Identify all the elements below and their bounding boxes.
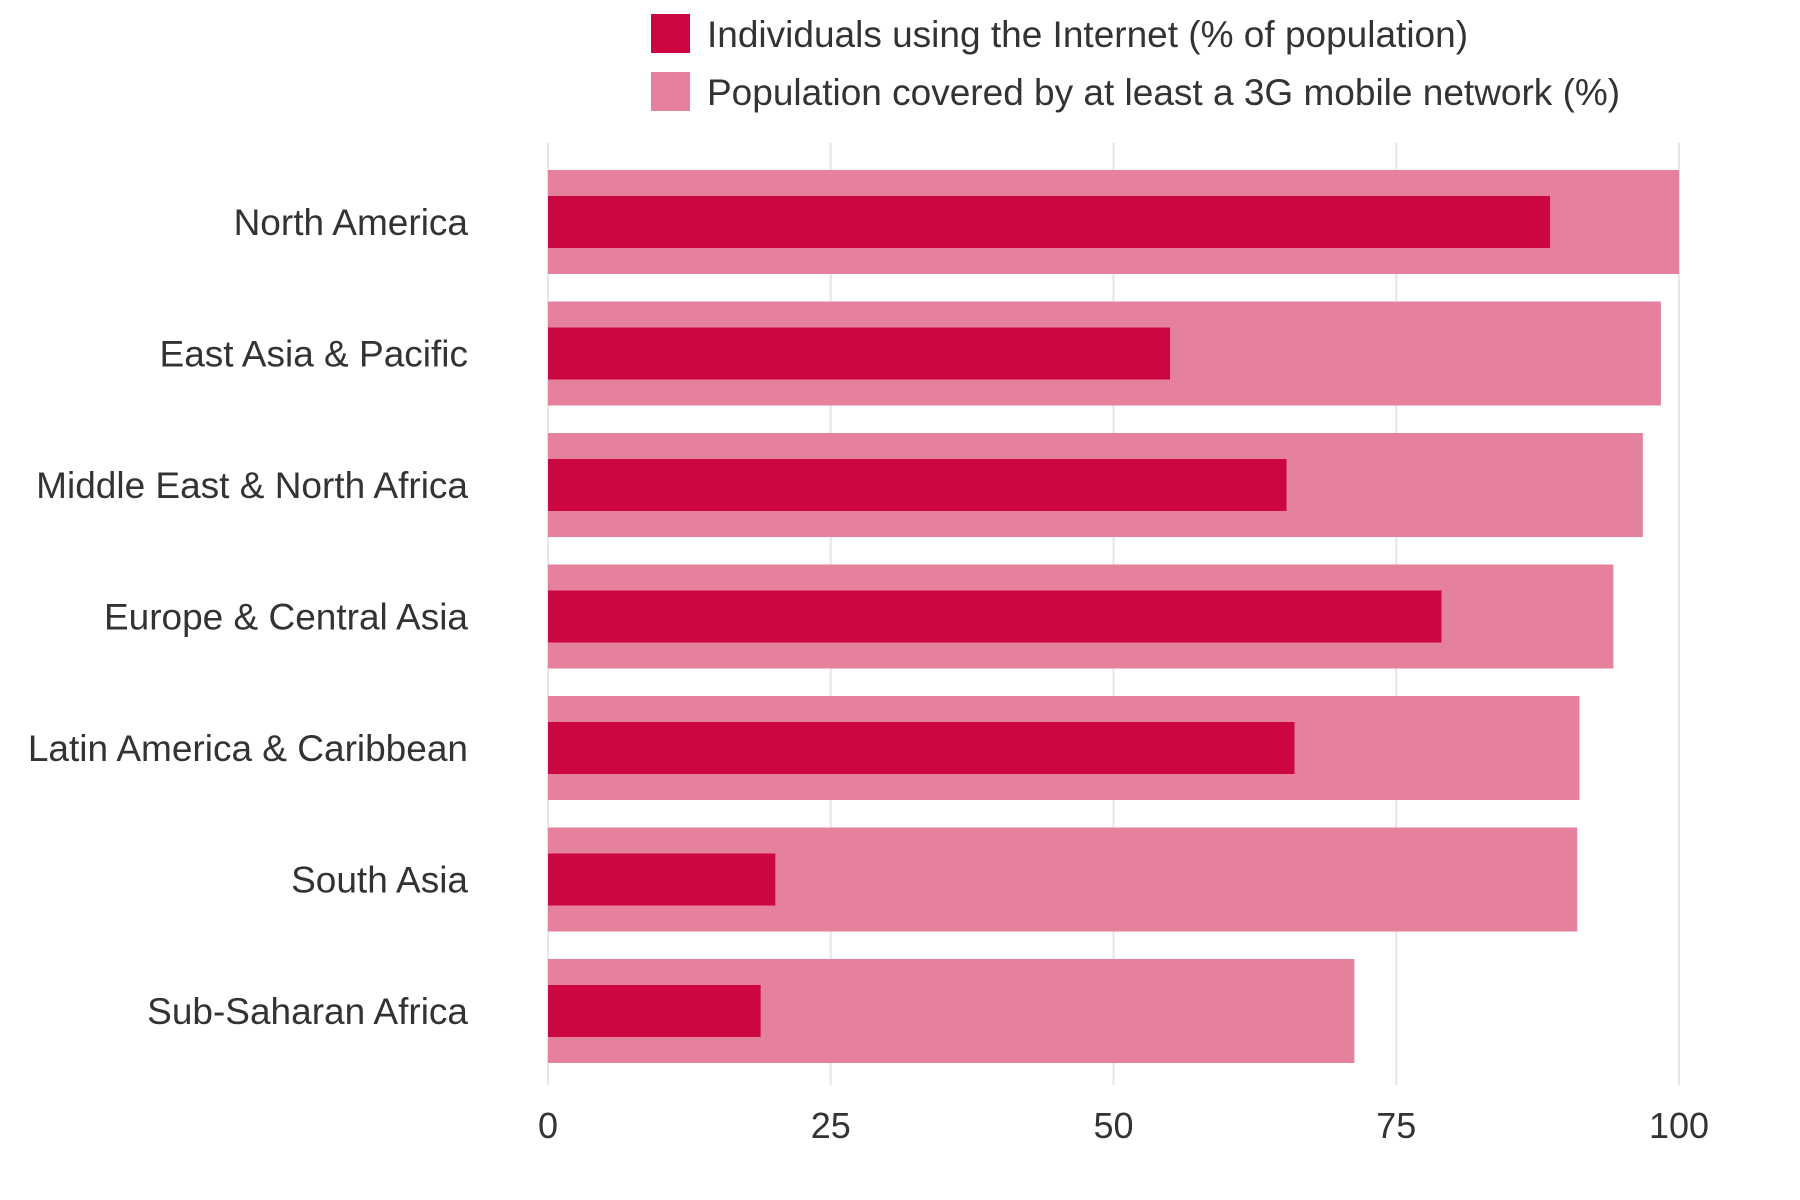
legend-swatch xyxy=(651,72,690,111)
bar-internet-users xyxy=(548,459,1287,511)
category-label: East Asia & Pacific xyxy=(160,334,468,375)
x-tick-label: 25 xyxy=(811,1105,851,1146)
bar-internet-users xyxy=(548,722,1295,774)
value-axis: 0 25 50 75 100 xyxy=(538,1105,1709,1146)
legend-label: Individuals using the Internet (% of pop… xyxy=(707,14,1468,55)
x-tick-label: 75 xyxy=(1376,1105,1416,1146)
bars xyxy=(548,170,1679,1063)
category-label: Middle East & North Africa xyxy=(36,465,468,506)
category-label: North America xyxy=(234,202,469,243)
category-axis: North America East Asia & Pacific Middle E… xyxy=(28,202,469,1032)
category-label: South Asia xyxy=(291,860,468,901)
bar-internet-users xyxy=(548,853,776,906)
legend: Individuals using the Internet (% of pop… xyxy=(651,14,1620,113)
x-tick-label: 0 xyxy=(538,1105,558,1146)
x-tick-label: 50 xyxy=(1093,1105,1133,1146)
bar-internet-users xyxy=(548,590,1442,643)
legend-swatch xyxy=(651,14,690,53)
category-label: Sub-Saharan Africa xyxy=(147,991,468,1032)
category-label: Latin America & Caribbean xyxy=(28,728,468,769)
x-tick-label: 100 xyxy=(1649,1105,1709,1146)
category-label: Europe & Central Asia xyxy=(104,597,468,638)
bar-internet-users xyxy=(548,985,761,1037)
legend-label: Population covered by at least a 3G mobi… xyxy=(707,72,1620,113)
bar-internet-users xyxy=(548,327,1171,380)
bar-internet-users xyxy=(548,196,1551,248)
